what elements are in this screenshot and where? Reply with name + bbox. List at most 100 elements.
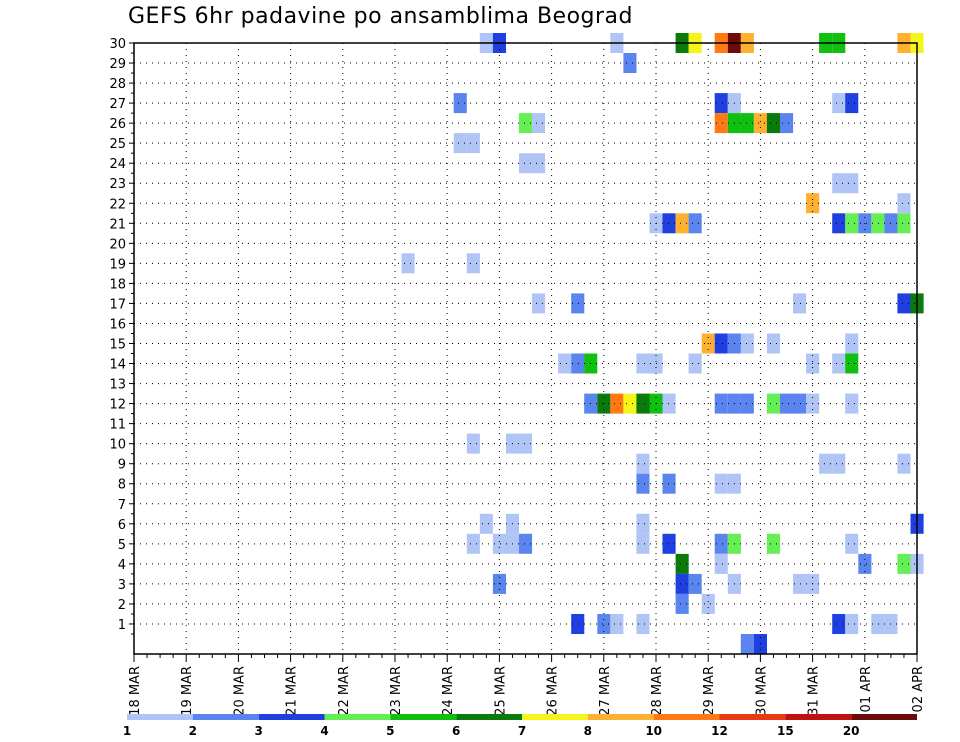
legend-label-4: 4 — [320, 724, 328, 738]
cell-member-10-step-30 — [519, 433, 533, 454]
cell-member-3-step-42 — [675, 573, 689, 594]
cell-member-21-step-41 — [662, 213, 676, 234]
ytick-label-4: 4 — [118, 558, 126, 573]
cell-member-17-step-59 — [897, 293, 911, 314]
legend-swatch-1 — [127, 714, 193, 720]
ytick-label-30: 30 — [109, 37, 126, 52]
cell-member-5-step-49 — [766, 533, 780, 554]
cell-member-3-step-51 — [793, 573, 807, 594]
cell-member-12-step-37 — [610, 393, 624, 414]
xtick-label-10: 28 MAR — [650, 666, 665, 716]
cell-member-2-step-44 — [701, 593, 715, 614]
ytick-label-22: 22 — [109, 197, 126, 212]
ytick-label-25: 25 — [109, 137, 126, 152]
ytick-label-3: 3 — [118, 578, 126, 593]
cell-member-15-step-47 — [740, 333, 754, 354]
cell-member-17-step-34 — [571, 293, 585, 314]
legend-swatch-3 — [258, 714, 325, 720]
cell-member-12-step-50 — [780, 393, 794, 414]
chart-title: GEFS 6hr padavine po ansamblima Beograd — [128, 4, 634, 29]
ytick-label-26: 26 — [109, 117, 126, 132]
ytick-label-9: 9 — [118, 458, 126, 473]
ytick-label-19: 19 — [109, 257, 126, 272]
xtick-label-15: 02 APR — [911, 666, 926, 712]
cell-member-1-step-36 — [597, 614, 611, 634]
cell-member-26-step-30 — [519, 113, 533, 134]
ytick-label-5: 5 — [118, 538, 126, 553]
cell-member-12-step-41 — [662, 393, 676, 414]
cell-member-5-step-55 — [845, 533, 859, 554]
ytick-label-27: 27 — [109, 97, 126, 112]
ytick-label-24: 24 — [109, 157, 126, 172]
ytick-label-29: 29 — [109, 57, 126, 72]
grid-layer — [134, 42, 917, 654]
cell-member-5-step-28 — [492, 533, 506, 554]
cell-member-23-step-54 — [832, 173, 846, 194]
ytick-label-12: 12 — [109, 398, 126, 413]
xtick-label-5: 23 MAR — [389, 666, 404, 716]
cell-member-9-step-53 — [819, 453, 833, 474]
cell-member-6-step-27 — [479, 513, 493, 534]
xtick-label-13: 31 MAR — [807, 666, 822, 716]
ytick-label-2: 2 — [118, 598, 126, 613]
cell-member-12-step-38 — [623, 393, 637, 414]
xtick-label-8: 26 MAR — [546, 666, 561, 716]
legend-swatch-5 — [390, 714, 457, 720]
legend-swatch-10 — [719, 714, 786, 720]
cell-member-1-step-54 — [832, 614, 846, 634]
cell-member-22-step-59 — [897, 193, 911, 214]
xtick-label-0: 18 MAR — [128, 666, 143, 716]
cell-member-5-step-26 — [466, 533, 480, 554]
xtick-label-6: 24 MAR — [441, 666, 456, 716]
legend-label-7: 7 — [518, 724, 526, 738]
cell-member-26-step-50 — [780, 113, 794, 134]
legend-label-20: 20 — [843, 724, 860, 738]
cell-member-26-step-47 — [740, 113, 754, 134]
cells-layer — [401, 33, 924, 654]
cell-member-15-step-55 — [845, 333, 859, 354]
cell-member-26-step-48 — [753, 113, 767, 134]
cell-member-12-step-49 — [766, 393, 780, 414]
legend-label-2: 2 — [189, 724, 197, 738]
cell-member-5-step-30 — [519, 533, 533, 554]
cell-member-14-step-34 — [571, 353, 585, 374]
cell-member-5-step-39 — [636, 533, 650, 554]
cell-member-27-step-55 — [845, 93, 859, 114]
cell-member-24-step-31 — [532, 153, 546, 174]
cell-member-1-step-57 — [871, 614, 885, 634]
ytick-label-11: 11 — [109, 418, 126, 433]
cell-member-8-step-41 — [662, 473, 676, 494]
cell-member-1-step-37 — [610, 614, 624, 634]
legend-swatch-12 — [851, 714, 917, 720]
xtick-label-4: 22 MAR — [337, 666, 352, 716]
legend-swatch-2 — [192, 714, 259, 720]
cell-member-21-step-55 — [845, 213, 859, 234]
xtick-label-12: 30 MAR — [754, 666, 769, 716]
legend-swatch-7 — [522, 714, 588, 720]
cell-member-4-step-42 — [675, 553, 689, 574]
ytick-label-8: 8 — [118, 478, 126, 493]
xtick-label-11: 29 MAR — [702, 666, 717, 716]
cell-member-26-step-49 — [766, 113, 780, 134]
cell-member-8-step-45 — [714, 473, 728, 494]
cell-member-8-step-39 — [636, 473, 650, 494]
cell-member-12-step-55 — [845, 393, 859, 414]
ytick-label-14: 14 — [109, 358, 126, 373]
cell-member-21-step-57 — [871, 213, 885, 234]
ytick-label-16: 16 — [109, 317, 126, 332]
cell-member-10-step-26 — [466, 433, 480, 454]
cell-member-14-step-33 — [558, 353, 572, 374]
xtick-label-1: 19 MAR — [180, 666, 195, 716]
cell-member-1-step-39 — [636, 614, 650, 634]
cell-member-12-step-39 — [636, 393, 650, 414]
x-axis: 18 MAR 19 MAR 20 MAR 21 MAR 22 MAR 23 MAR 24 M… — [128, 654, 926, 716]
cell-member-9-step-54 — [832, 453, 846, 474]
cell-member-24-step-30 — [519, 153, 533, 174]
legend-label-5: 5 — [386, 724, 394, 738]
ytick-label-7: 7 — [118, 498, 126, 513]
cell-member-12-step-51 — [793, 393, 807, 414]
cell-member-17-step-51 — [793, 293, 807, 314]
cell-member-26-step-31 — [532, 113, 546, 134]
cell-member-15-step-45 — [714, 333, 728, 354]
cell-member-5-step-41 — [662, 533, 676, 554]
